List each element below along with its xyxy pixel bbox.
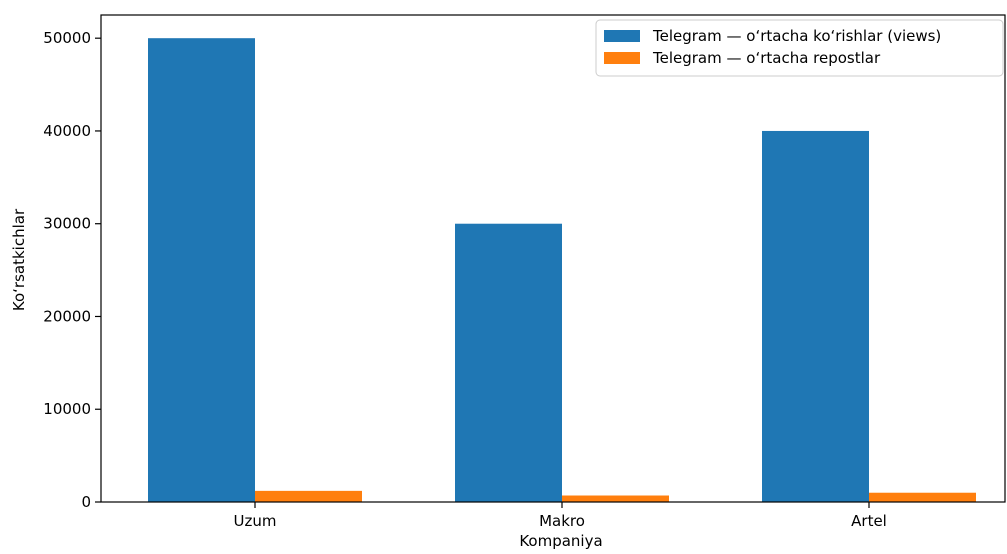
legend-label: Telegram — o‘rtacha ko‘rishlar (views) <box>652 27 941 45</box>
bar-views-artel <box>762 131 869 502</box>
legend-swatch <box>604 52 640 64</box>
bar-views-uzum <box>148 38 255 502</box>
bar-views-makro <box>455 224 562 502</box>
bars-layer <box>148 38 976 502</box>
y-tick-label: 50000 <box>43 29 91 47</box>
x-tick-label: Artel <box>851 512 887 530</box>
bar-reposts-uzum <box>255 491 362 502</box>
y-tick-label: 20000 <box>43 307 91 325</box>
bar-reposts-artel <box>869 493 976 502</box>
legend: Telegram — o‘rtacha ko‘rishlar (views) Te… <box>596 20 1003 76</box>
y-tick-label: 0 <box>81 493 91 511</box>
legend-swatch <box>604 30 640 42</box>
legend-label: Telegram — o‘rtacha repostlar <box>652 49 881 67</box>
y-tick-label: 30000 <box>43 215 91 233</box>
y-tick-label: 10000 <box>43 400 91 418</box>
bar-reposts-makro <box>562 496 669 502</box>
x-tick-label: Makro <box>539 512 585 530</box>
x-tick-label: Uzum <box>234 512 277 530</box>
x-axis-label: Kompaniya <box>519 532 602 550</box>
y-tick-label: 40000 <box>43 122 91 140</box>
y-axis-label: Ko‘rsatkichlar <box>10 208 28 311</box>
